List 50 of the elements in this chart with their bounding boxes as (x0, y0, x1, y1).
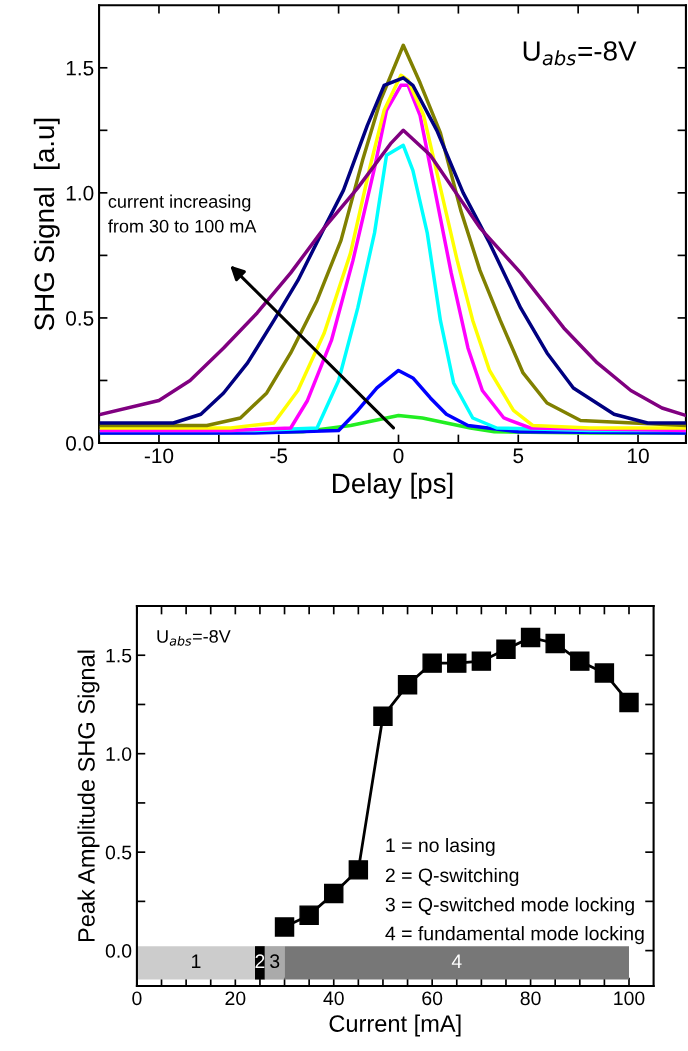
x-tick-label: 0 (393, 448, 404, 464)
annotation: 2 = Q-switching (385, 867, 519, 887)
point (348, 860, 369, 880)
x-tick-label: 20 (225, 991, 246, 1006)
point (545, 633, 565, 654)
x-tick-label: 5 (513, 448, 524, 464)
x-tick-label: 60 (422, 991, 443, 1006)
point (274, 917, 295, 937)
y-tick-label: 0.0 (105, 944, 132, 958)
point (373, 706, 393, 727)
y-tick-label: 1.0 (66, 185, 94, 201)
x-tick-label: 80 (520, 991, 541, 1006)
band-label: 4 (451, 954, 462, 968)
band-label: 2 (255, 954, 265, 968)
point (619, 692, 639, 713)
point (520, 627, 541, 648)
y-tick-label: 1.0 (106, 747, 132, 761)
x-tick-label: 0 (132, 991, 142, 1006)
point (422, 653, 442, 673)
annotation: U$_{abs}$=-8V (523, 41, 637, 66)
point (594, 663, 615, 683)
y-tick-label: 0.5 (66, 310, 94, 326)
annotation: 3 = Q-switched mode locking (385, 897, 634, 916)
point (324, 883, 344, 904)
x-tick-label: -5 (270, 448, 288, 464)
x-tick-label: 10 (628, 448, 649, 464)
y-axis-title: SHG Signal [a.u] (33, 118, 60, 331)
annotation: U$_{abs}$=-8V (157, 629, 231, 646)
x-axis-title: Delay [ps] (333, 472, 453, 499)
line-series (99, 368, 686, 435)
annotation: 1 = no lasing (386, 837, 495, 857)
point (471, 651, 492, 671)
x-axis-title: Current [mA] (329, 1014, 461, 1037)
band-label: 3 (270, 954, 280, 969)
point (299, 905, 319, 925)
x-tick-label: -10 (144, 448, 174, 464)
y-tick-label: 1.5 (106, 648, 132, 663)
point (447, 653, 467, 673)
y-tick-label: 1.5 (66, 61, 94, 76)
x-tick-label: 40 (323, 991, 344, 1006)
point (496, 639, 516, 660)
band-label: 1 (192, 954, 201, 968)
x-tick-label: 100 (614, 991, 645, 1006)
y-tick-label: 0.5 (105, 845, 132, 860)
y-axis-title: Peak Amplitude SHG Signal (77, 650, 100, 942)
y-tick-label: 0.0 (66, 436, 94, 451)
annotation: current increasing from 30 to 100 mA (108, 194, 257, 233)
annotation: 4 = fundamental mode locking (385, 926, 644, 945)
point (397, 675, 418, 695)
point (570, 651, 590, 671)
